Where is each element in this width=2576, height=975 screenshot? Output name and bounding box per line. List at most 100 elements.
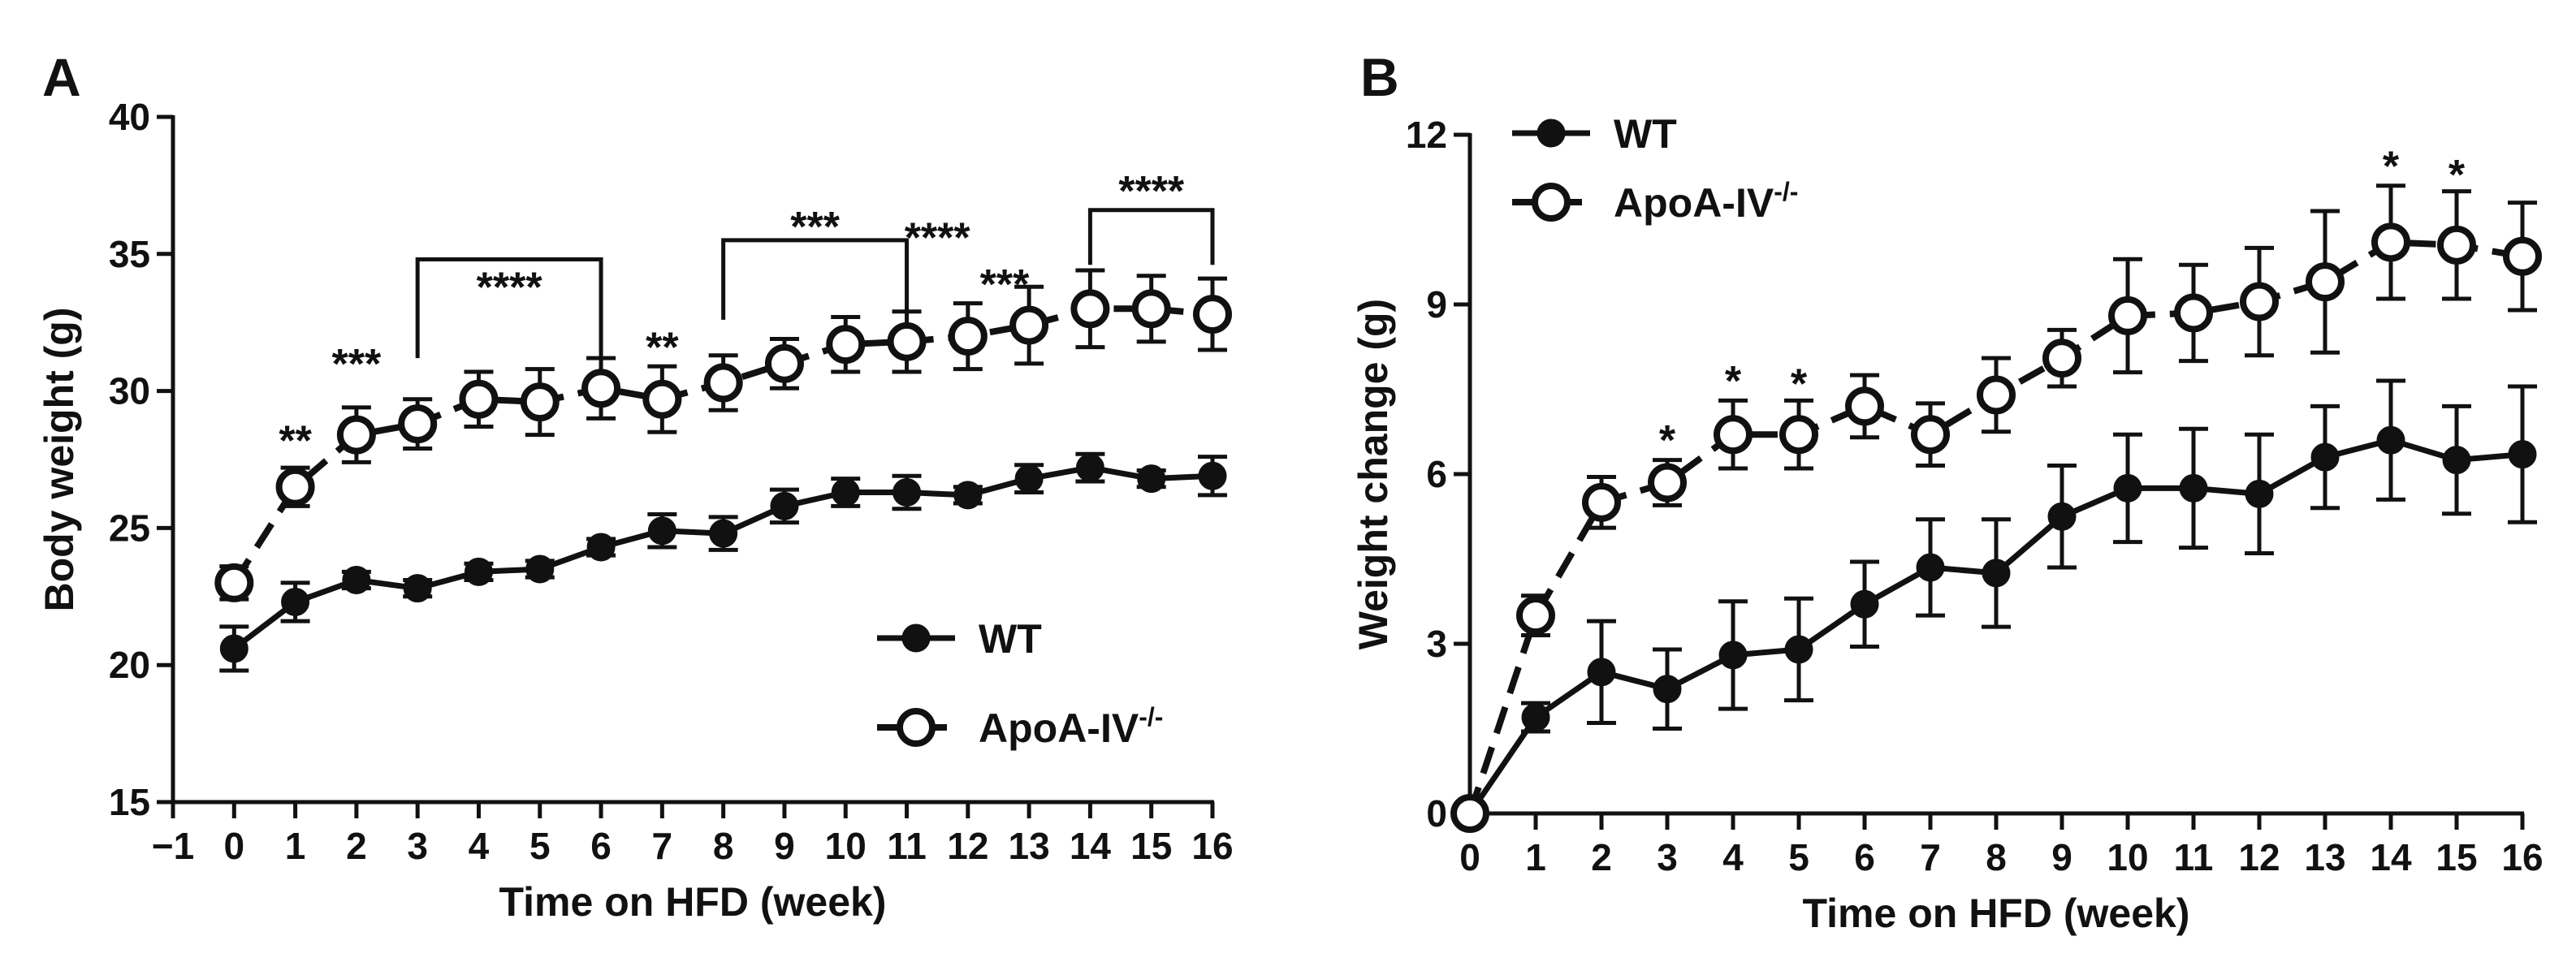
data-point-apoa-iv	[703, 363, 743, 403]
x-tick-label: 16	[2501, 836, 2543, 878]
data-point-apoa-iv	[1070, 289, 1110, 329]
data-point-wt	[281, 588, 310, 617]
data-point-apoa-iv	[2174, 293, 2213, 333]
data-point-apoa-iv	[1845, 386, 1884, 426]
data-point-wt	[219, 634, 249, 663]
x-tick-label: 5	[529, 825, 551, 867]
data-point-apoa-iv	[520, 382, 560, 422]
x-tick-label: 6	[590, 825, 612, 867]
data-point-apoa-iv	[1450, 794, 1489, 833]
x-tick-label: 15	[1130, 825, 1172, 867]
x-tick-label: 16	[1191, 825, 1233, 867]
data-point-apoa-iv	[398, 404, 438, 444]
data-point-apoa-iv	[459, 379, 499, 419]
x-tick-label: 11	[2174, 836, 2214, 878]
x-axis-label: Time on HFD (week)	[1803, 891, 2190, 936]
x-tick-label: 13	[1009, 825, 1050, 867]
data-point-apoa-iv	[214, 563, 254, 602]
data-point-wt	[464, 557, 493, 586]
significance-label: ****	[477, 264, 543, 311]
data-point-apoa-iv	[1648, 463, 1687, 503]
panel-label: B	[1360, 47, 1399, 107]
significance-label: ***	[980, 261, 1030, 308]
data-point-wt	[2508, 440, 2537, 469]
significance-label: ***	[790, 204, 840, 251]
significance-label: **	[279, 417, 312, 464]
panel-label: A	[42, 47, 81, 107]
y-tick-label: 30	[109, 370, 150, 412]
x-tick-label: 4	[469, 825, 490, 867]
y-tick-label: 35	[109, 233, 150, 275]
data-point-wt	[709, 519, 738, 548]
data-point-apoa-iv	[1714, 415, 1753, 455]
data-point-wt	[1982, 559, 2011, 588]
x-tick-label: 15	[2436, 836, 2477, 878]
y-tick-label: 3	[1426, 623, 1447, 665]
significance-label: ***	[332, 341, 382, 388]
x-tick-label: 6	[1854, 836, 1875, 878]
y-tick-label: 15	[109, 781, 150, 823]
significance-label: *	[1659, 417, 1676, 464]
data-point-apoa-iv	[336, 415, 376, 455]
data-point-apoa-iv	[2437, 225, 2476, 265]
data-point-apoa-iv	[1009, 305, 1049, 345]
y-axis-label: Weight change (g)	[1351, 299, 1396, 649]
data-point-apoa-iv	[948, 317, 988, 356]
x-tick-label: 8	[713, 825, 734, 867]
x-tick-label: 14	[1070, 825, 1112, 867]
data-point-wt	[2376, 425, 2405, 455]
x-axis-label: Time on HFD (week)	[499, 879, 887, 925]
legend-label-text: WT	[1614, 111, 1677, 157]
data-point-wt	[525, 554, 555, 584]
legend-label-wt: WT	[979, 616, 1042, 662]
legend-label-superscript: -/-	[1774, 177, 1798, 206]
data-point-wt	[1653, 675, 1682, 704]
data-point-apoa-iv	[2371, 222, 2410, 262]
data-point-wt	[770, 491, 799, 520]
data-point-apoa-iv	[887, 321, 927, 361]
legend-label-apoa-iv: ApoA-IV-/-	[979, 702, 1163, 751]
x-tick-label: 11	[887, 825, 927, 867]
data-point-wt	[2442, 446, 2471, 475]
x-tick-label: 1	[1525, 836, 1546, 878]
data-point-apoa-iv	[2042, 339, 2081, 378]
significance-bracket	[415, 257, 603, 359]
data-point-wt	[586, 533, 616, 562]
x-tick-label: 2	[1591, 836, 1612, 878]
y-tick-label: 12	[1406, 114, 1447, 156]
series-line-wt	[232, 464, 1213, 651]
data-point-apoa-iv	[642, 379, 682, 419]
x-tick-label: 10	[825, 825, 867, 867]
data-point-wt	[2113, 473, 2142, 503]
data-point-apoa-iv	[2503, 236, 2542, 276]
data-point-wt	[1850, 589, 1879, 619]
data-point-wt	[403, 574, 432, 603]
significance-label: *	[1725, 358, 1742, 405]
x-tick-label: 12	[947, 825, 988, 867]
significance-bracket	[721, 238, 910, 320]
x-tick-label: 14	[2370, 836, 2412, 878]
x-tick-label: 7	[652, 825, 673, 867]
y-axis-label: Body weight (g)	[37, 308, 82, 612]
legend-label-wt: WT	[1614, 111, 1677, 157]
x-tick-label: 12	[2238, 836, 2280, 878]
data-point-wt	[2310, 442, 2340, 472]
legend-marker-apoa-iv	[1532, 183, 1571, 222]
data-point-apoa-iv	[1779, 415, 1818, 455]
x-tick-label: 8	[1986, 836, 2007, 878]
data-point-wt	[1521, 703, 1550, 732]
x-tick-label: 0	[223, 825, 244, 867]
data-point-wt	[831, 478, 860, 507]
y-tick-label: 20	[109, 644, 150, 686]
data-point-apoa-iv	[1911, 415, 1950, 455]
data-point-wt	[1587, 658, 1616, 687]
legend-label-text: ApoA-IV	[1614, 180, 1774, 226]
data-point-wt	[1075, 453, 1104, 482]
data-point-wt	[647, 516, 676, 546]
legend-label-text: WT	[979, 616, 1042, 662]
significance-label: ****	[1118, 168, 1185, 215]
data-point-wt	[1137, 464, 1166, 494]
y-tick-label: 40	[109, 96, 150, 138]
x-tick-label: 5	[1788, 836, 1809, 878]
